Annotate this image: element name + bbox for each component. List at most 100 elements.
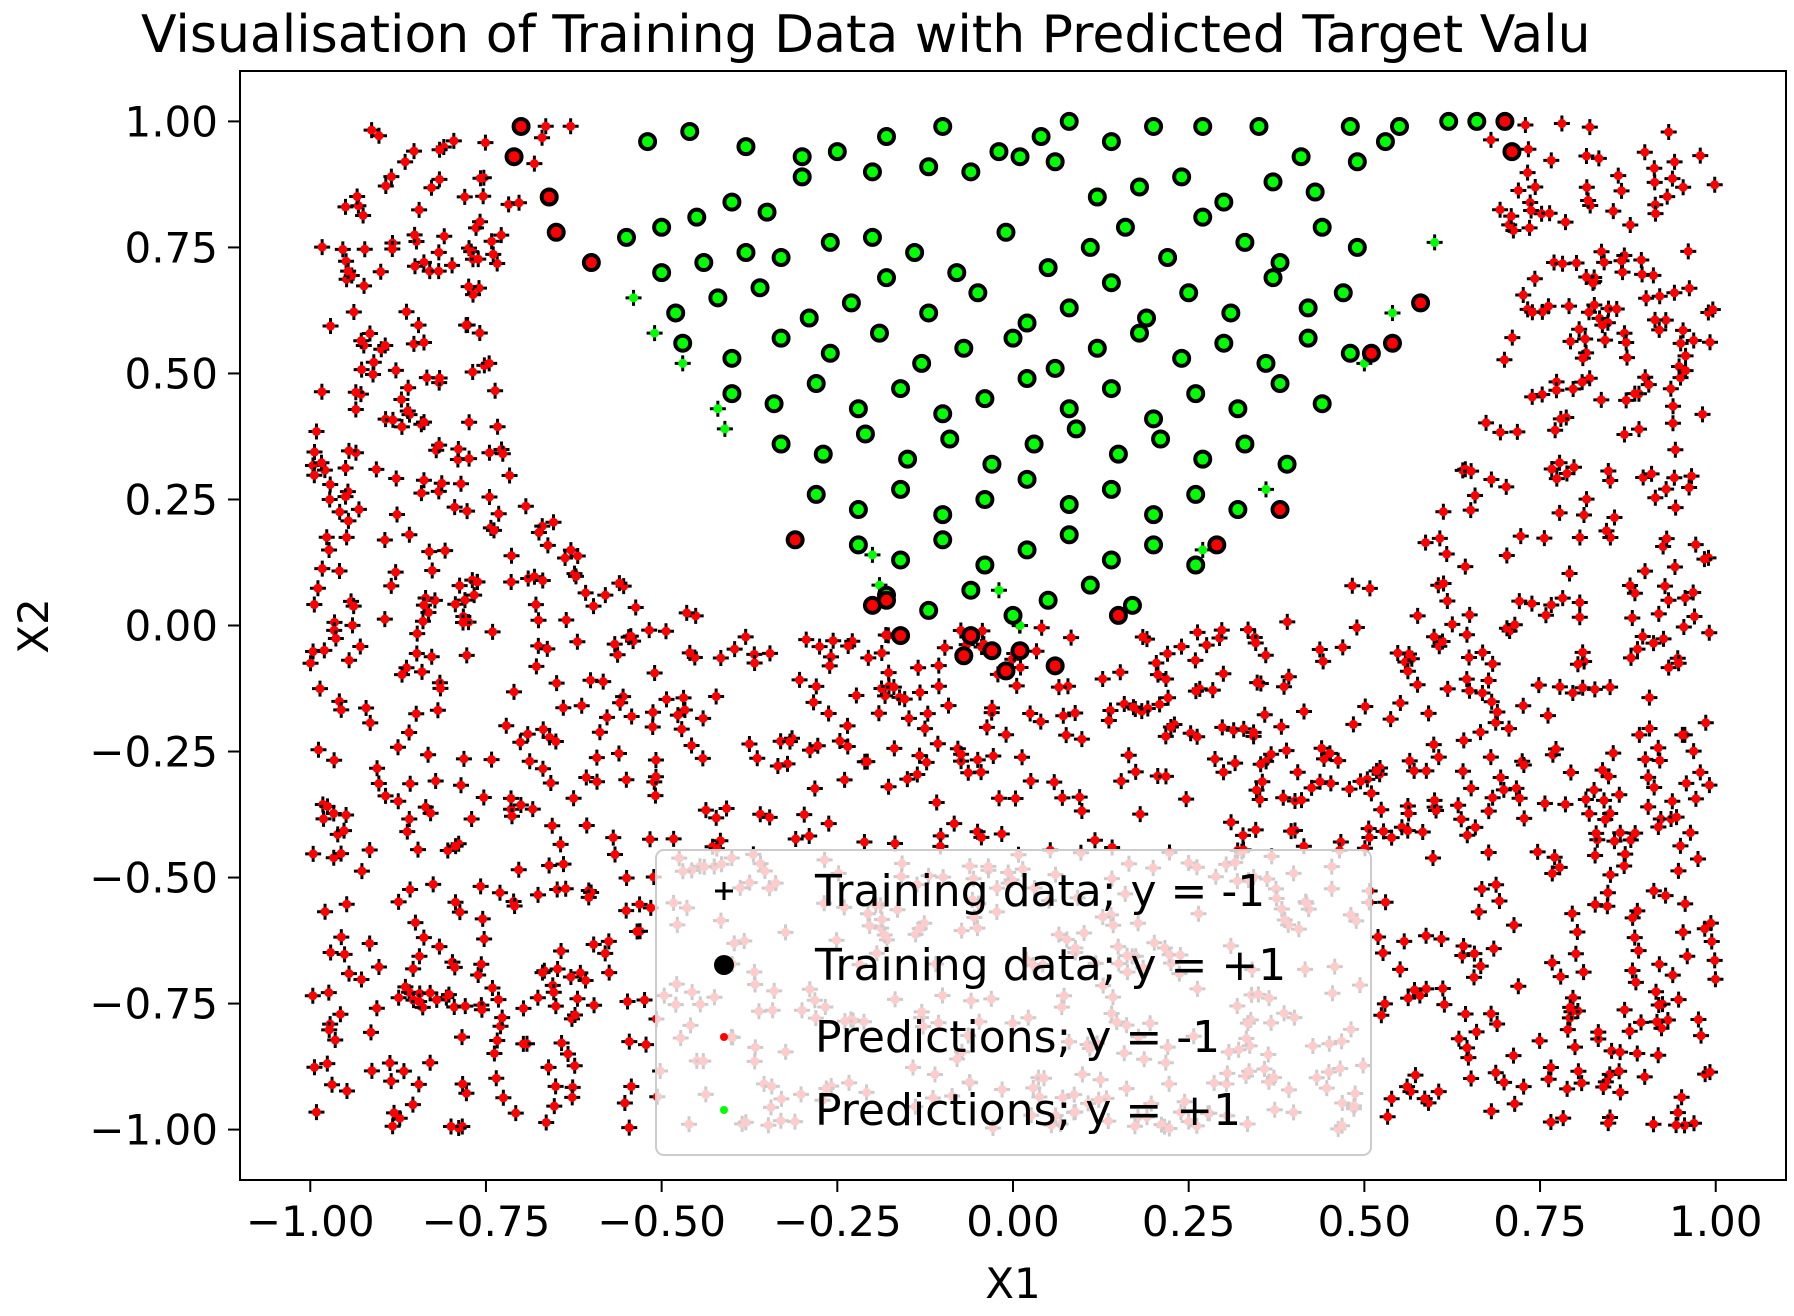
neg-point-pred-neg: [485, 246, 502, 263]
neg-point-pred-neg: [555, 699, 572, 716]
neg-point-pred-neg: [746, 655, 763, 672]
pos-point-pred-pos: [666, 303, 686, 323]
neg-point-pred-neg: [928, 794, 945, 811]
neg-point-pred-neg: [430, 263, 447, 280]
neg-point-pred-neg: [353, 332, 370, 349]
neg-point-pred-neg: [542, 775, 559, 792]
neg-point-pred-neg: [506, 898, 523, 915]
pos-point-pred-pos: [961, 580, 981, 600]
neg-point-pred-neg: [1321, 745, 1338, 762]
neg-point-pred-neg: [1058, 727, 1075, 744]
neg-point-pred-neg: [1565, 380, 1582, 397]
neg-point-pred-neg: [1511, 593, 1528, 610]
neg-point-pred-neg: [1561, 565, 1578, 582]
neg-point-pred-neg: [1530, 677, 1547, 694]
neg-point-pred-neg: [512, 734, 529, 751]
neg-point-pred-neg: [308, 423, 325, 440]
neg-point-pred-neg: [877, 627, 894, 644]
pos-point-pred-pos: [736, 242, 756, 262]
neg-point-pred-neg: [338, 896, 355, 913]
neg-point-pred-neg: [394, 666, 411, 683]
neg-point-pred-neg: [973, 829, 990, 846]
neg-point-pred-neg: [585, 598, 602, 615]
neg-point-pred-neg: [911, 747, 928, 764]
neg-point-pred-neg: [1612, 824, 1629, 841]
neg-point-pred-neg: [527, 596, 544, 613]
neg-point-pred-neg: [1361, 580, 1378, 597]
pos-point-pred-neg: [1108, 605, 1128, 625]
neg-point-pred-neg: [333, 701, 350, 718]
neg-point-pred-neg: [534, 760, 551, 777]
neg-point-pred-neg: [1086, 832, 1103, 849]
neg-point-pred-pos: [1194, 541, 1211, 558]
pos-point-pred-pos: [1151, 429, 1171, 449]
neg-point-pred-neg: [1361, 829, 1378, 846]
neg-point-pred-neg: [1675, 322, 1692, 339]
neg-point-pred-neg: [831, 733, 848, 750]
neg-point-pred-neg: [355, 207, 372, 224]
neg-point-pred-neg: [1542, 1114, 1559, 1131]
neg-point-pred-neg: [431, 938, 448, 955]
neg-point-pred-neg: [567, 1007, 583, 1024]
neg-point-pred-neg: [1389, 645, 1406, 662]
neg-point-pred-neg: [873, 645, 890, 662]
neg-point-pred-neg: [1651, 321, 1668, 338]
neg-point-pred-neg: [546, 1098, 563, 1115]
pos-point-pred-pos: [1108, 444, 1128, 464]
neg-point-pred-neg: [402, 881, 419, 898]
neg-point-pred-neg: [1673, 1089, 1690, 1106]
neg-point-pred-neg: [337, 488, 354, 505]
neg-point-pred-neg: [589, 773, 606, 790]
pos-point-pred-pos: [771, 248, 791, 268]
neg-point-pred-neg: [475, 188, 492, 205]
neg-point-pred-neg: [695, 710, 712, 727]
neg-point-pred-neg: [1417, 534, 1434, 551]
pos-point-pred-pos: [757, 202, 777, 222]
neg-point-pred-neg: [347, 384, 364, 401]
neg-point-pred-neg: [1660, 124, 1677, 141]
neg-point-pred-neg: [1055, 707, 1072, 724]
pos-point-pred-pos: [1144, 116, 1164, 136]
neg-point-pred-neg: [1489, 1015, 1506, 1032]
neg-point-pred-neg: [401, 724, 418, 741]
pos-point-pred-neg: [1502, 142, 1522, 162]
neg-point-pred-neg: [474, 910, 491, 927]
x-axis-label: X1: [985, 1259, 1041, 1308]
neg-point-pred-neg: [1207, 751, 1224, 768]
neg-point-pred-neg: [338, 1083, 355, 1100]
y-tick-label: 1.00: [124, 97, 218, 146]
neg-point-pred-neg: [398, 303, 415, 320]
neg-point-pred-neg: [1631, 726, 1648, 743]
neg-point-pred-neg: [370, 775, 387, 792]
neg-point-pred-neg: [471, 324, 488, 341]
pos-point-pred-pos: [1087, 338, 1107, 358]
neg-point-pred-neg: [1289, 764, 1306, 781]
neg-point-pred-neg: [616, 1095, 633, 1112]
neg-point-pred-neg: [1489, 704, 1506, 721]
pos-point-pred-pos: [652, 217, 672, 237]
pos-point-pred-pos: [1172, 167, 1192, 187]
neg-point-pred-neg: [557, 880, 574, 897]
neg-point-pred-neg: [1313, 740, 1330, 757]
pos-point-pred-neg: [996, 661, 1016, 681]
neg-point-pred-neg: [886, 835, 903, 852]
neg-point-pred-neg: [539, 640, 556, 657]
neg-point-pred-neg: [458, 317, 475, 334]
neg-point-pred-neg: [618, 902, 635, 919]
neg-point-pred-neg: [1014, 749, 1031, 766]
neg-point-pred-neg: [534, 964, 551, 981]
neg-point-pred-neg: [1418, 762, 1435, 779]
neg-point-pred-neg: [820, 705, 837, 722]
neg-point-pred-neg: [358, 699, 375, 716]
neg-point-pred-neg: [1643, 465, 1660, 482]
neg-point-pred-neg: [1687, 536, 1704, 553]
neg-point-pred-neg: [1571, 594, 1588, 611]
pos-point-pred-pos: [1031, 127, 1051, 147]
pos-point-pred-pos: [898, 449, 918, 469]
neg-point-pred-neg: [1007, 790, 1024, 807]
neg-point-pred-neg: [1373, 1007, 1390, 1024]
neg-point-pred-neg: [1496, 351, 1513, 368]
pos-point-pred-pos: [820, 232, 840, 252]
neg-point-pred-neg: [530, 886, 547, 903]
neg-point-pred-neg: [1303, 779, 1320, 796]
